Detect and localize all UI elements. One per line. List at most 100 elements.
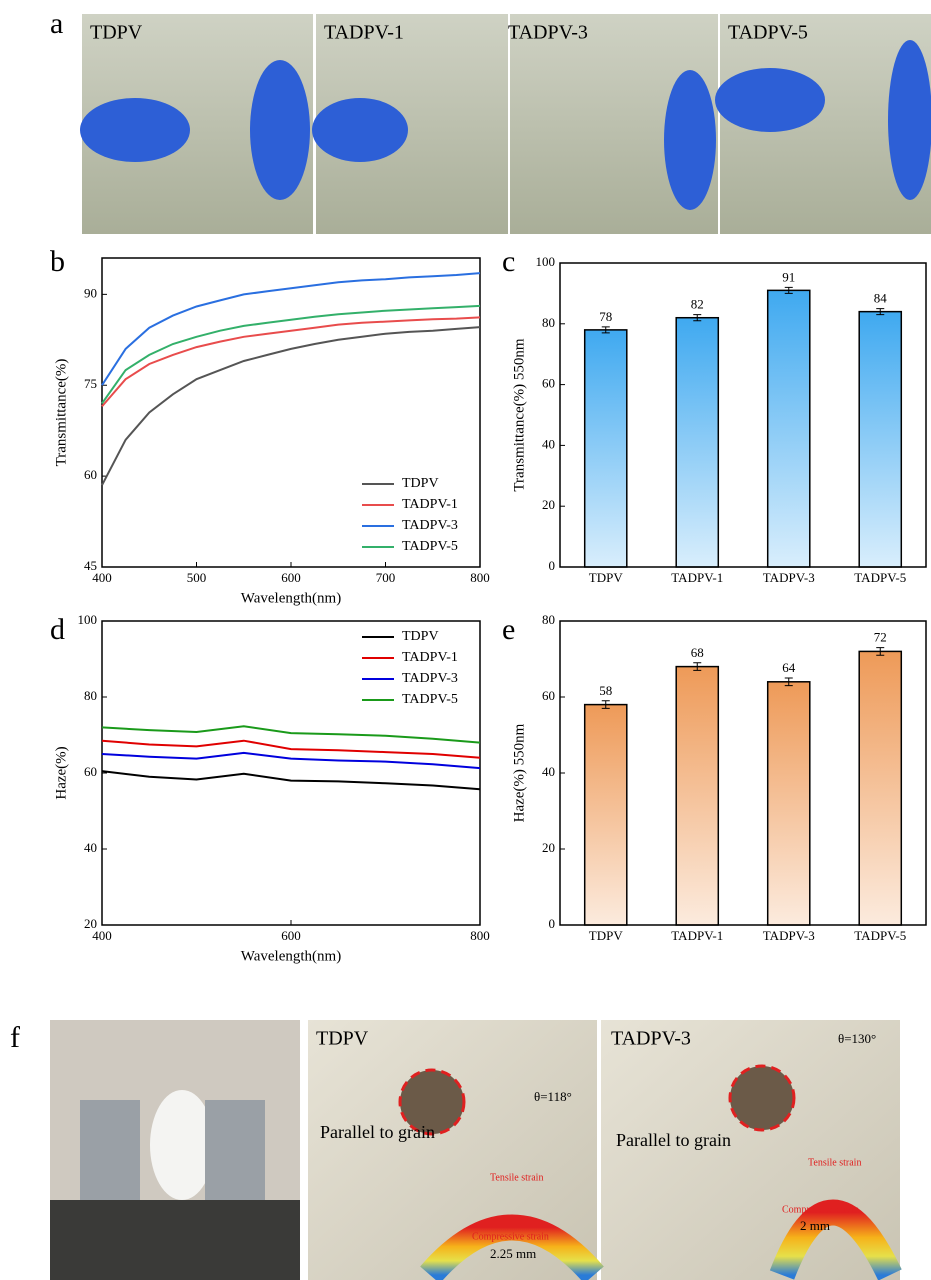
- glove: [250, 60, 310, 200]
- glove: [80, 98, 190, 162]
- y-tick-label: 80: [542, 612, 555, 627]
- highlight: [398, 1068, 466, 1136]
- legend-label: TADPV-1: [402, 650, 458, 665]
- annotation: Tensile strain: [808, 1157, 861, 1168]
- value-label: 78: [599, 309, 612, 324]
- photo-strip-f: TDPV TADPV-3 Parallel to grain Parallel …: [50, 1020, 902, 1280]
- bar: [675, 665, 720, 926]
- x-tick-label: TADPV-1: [671, 570, 723, 585]
- x-tick-label: TADPV-1: [671, 928, 723, 943]
- bar: [583, 703, 628, 926]
- y-tick-label: 75: [84, 376, 97, 391]
- panel-label: c: [502, 245, 515, 278]
- value-label: 68: [691, 645, 704, 660]
- legend-label: TADPV-1: [402, 497, 458, 512]
- y-tick-label: 90: [84, 285, 97, 300]
- x-tick-label: TADPV-3: [763, 570, 815, 585]
- x-tick-label: 800: [470, 928, 490, 943]
- y-tick-label: 20: [542, 840, 555, 855]
- error-bar: [601, 326, 610, 334]
- annotation: 2 mm: [800, 1218, 830, 1233]
- y-tick-label: 80: [84, 688, 97, 703]
- value-label: 72: [874, 630, 887, 645]
- panel-label: e: [502, 613, 515, 646]
- bar: [766, 289, 811, 568]
- photo-label: TADPV-1: [324, 22, 404, 44]
- x-axis-title: Wavelength(nm): [241, 590, 341, 606]
- y-tick-label: 20: [84, 916, 97, 931]
- chart: 0 20 40 60 80 100 Transmittance(%) 550nm 78 TDPV…: [511, 254, 927, 585]
- error-bar: [693, 662, 702, 671]
- y-axis-title: Transmittance(%): [53, 359, 69, 467]
- y-tick-label: 100: [78, 612, 98, 627]
- photo-label: TADPV-5: [728, 22, 808, 44]
- error-bar: [601, 700, 610, 709]
- panel-label: d: [50, 613, 65, 646]
- annotation: Parallel to grain: [320, 1122, 435, 1142]
- annotation: Tensile strain: [490, 1172, 543, 1183]
- bar: [766, 681, 811, 926]
- data-line: [101, 739, 481, 759]
- legend-label: TADPV-5: [402, 539, 458, 554]
- egg: [150, 1090, 214, 1200]
- value-label: 58: [599, 683, 612, 698]
- data-line: [101, 326, 481, 486]
- y-tick-label: 60: [542, 376, 555, 391]
- panel-label: f: [10, 1021, 20, 1054]
- value-label: 84: [874, 291, 888, 306]
- strain-arc: [420, 1214, 604, 1280]
- error-bar: [693, 314, 702, 322]
- data-line: [101, 272, 481, 386]
- legend-label: TDPV: [402, 476, 439, 491]
- glove: [888, 40, 931, 200]
- chart: 45 60 75 90 Transmittance(%) 400 500 600 700 800 W…: [53, 257, 490, 606]
- value-label: 82: [691, 297, 704, 312]
- x-tick-label: 400: [92, 570, 112, 585]
- x-tick-label: TADPV-5: [854, 570, 906, 585]
- clamp: [80, 1100, 140, 1200]
- error-bar: [876, 308, 885, 316]
- x-tick-label: TDPV: [589, 928, 624, 943]
- y-tick-label: 20: [542, 497, 555, 512]
- bar: [583, 329, 628, 568]
- x-tick-label: 600: [281, 570, 301, 585]
- x-tick-label: TADPV-3: [763, 928, 815, 943]
- annotation: Parallel to grain: [616, 1130, 731, 1150]
- data-line: [101, 304, 481, 404]
- value-label: 64: [782, 660, 796, 675]
- annotation: Compressive strain: [472, 1231, 549, 1242]
- bar: [858, 650, 903, 926]
- photo-label: TADPV-3: [611, 1028, 691, 1050]
- highlight: [728, 1064, 796, 1132]
- y-tick-label: 100: [536, 254, 556, 269]
- data-line: [101, 751, 481, 770]
- photo: [50, 1200, 300, 1280]
- bar: [675, 316, 720, 568]
- panel-label: a: [50, 7, 63, 40]
- x-axis-title: Wavelength(nm): [241, 948, 341, 964]
- annotation: θ=118°: [534, 1089, 572, 1104]
- y-axis-title: Transmittance(%) 550nm: [511, 338, 527, 492]
- y-tick-label: 45: [84, 558, 97, 573]
- photo-label: TADPV-3: [508, 22, 588, 44]
- data-line: [101, 770, 481, 791]
- legend-label: TADPV-5: [402, 692, 458, 707]
- photo-label: TDPV: [316, 1028, 369, 1050]
- legend-label: TADPV-3: [402, 518, 458, 533]
- clamp: [205, 1100, 265, 1200]
- data-line: [101, 725, 481, 744]
- photo: [601, 1020, 900, 1280]
- x-tick-label: 500: [187, 570, 207, 585]
- annotation: 2.25 mm: [490, 1246, 536, 1261]
- y-tick-label: 0: [549, 558, 556, 573]
- chart: 20 40 60 80 100 Haze(%) 400 600 800 Wavelength(nm…: [53, 612, 489, 964]
- x-tick-label: 400: [92, 928, 112, 943]
- y-tick-label: 40: [542, 436, 555, 451]
- y-axis-title: Haze(%): [53, 746, 69, 799]
- glove: [312, 98, 408, 162]
- photo-label: TDPV: [90, 22, 143, 44]
- legend-label: TDPV: [402, 629, 439, 644]
- y-axis-title: Haze(%) 550nm: [511, 723, 527, 822]
- glove: [715, 68, 825, 132]
